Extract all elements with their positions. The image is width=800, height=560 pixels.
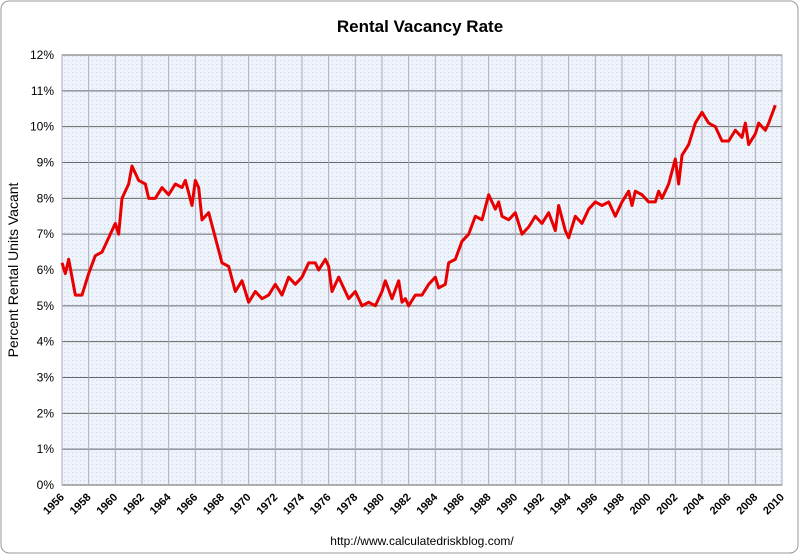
y-tick-label: 12% bbox=[30, 48, 54, 62]
y-axis-label: Percent Rental Units Vacant bbox=[5, 182, 21, 357]
y-tick-label: 5% bbox=[37, 299, 55, 313]
series-line bbox=[60, 104, 777, 308]
chart-title: Rental Vacancy Rate bbox=[337, 17, 503, 36]
y-tick-label: 2% bbox=[37, 406, 55, 420]
y-tick-label: 9% bbox=[37, 156, 55, 170]
y-tick-label: 1% bbox=[37, 442, 55, 456]
y-tick-label: 6% bbox=[37, 263, 55, 277]
y-tick-label: 0% bbox=[37, 478, 55, 492]
source: http://www.calculatedriskblog.com/ bbox=[330, 534, 514, 548]
y-tick-label: 7% bbox=[37, 227, 55, 241]
y-tick-label: 10% bbox=[30, 120, 54, 134]
y-tick-label: 11% bbox=[31, 84, 54, 98]
y-tick-label: 4% bbox=[37, 335, 55, 349]
y-tick-label: 8% bbox=[37, 191, 55, 205]
y-tick-label: 3% bbox=[37, 371, 55, 385]
